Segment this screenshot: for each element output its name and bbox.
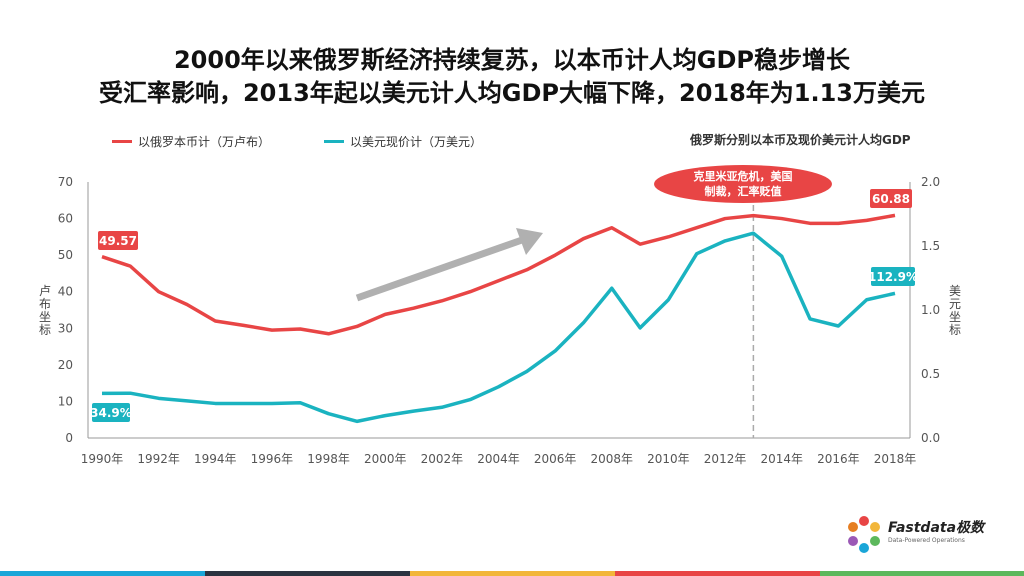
data-label-series1-start-bg xyxy=(98,231,138,250)
left-tick-label: 10 xyxy=(58,394,73,408)
series-line-usd xyxy=(101,231,896,424)
x-tick-label: 2006年 xyxy=(534,452,577,466)
x-tick-label: 2012年 xyxy=(704,452,747,466)
data-label-series1-start: 49.57 xyxy=(99,234,137,248)
x-tick-label: 2014年 xyxy=(760,452,803,466)
x-tick-label: 2000年 xyxy=(364,452,407,466)
logo-flower-icon xyxy=(848,516,880,553)
annotation-bubble xyxy=(654,165,832,203)
bottom-bar-segment xyxy=(820,571,1024,576)
bottom-bar-segment xyxy=(410,571,615,576)
right-tick-label: 2.0 xyxy=(921,175,940,189)
trend-arrow-shaft xyxy=(355,236,524,302)
left-tick-label: 60 xyxy=(58,212,73,226)
legend-label-series2: 以美元现价计（万美元） xyxy=(350,135,483,149)
annotation-line1: 克里米亚危机，美国 xyxy=(694,169,793,183)
bottom-color-bar xyxy=(0,571,1024,576)
x-tick-label: 2004年 xyxy=(477,452,520,466)
logo-name: Fastdata极数 xyxy=(888,520,985,536)
x-tick-label: 1990年 xyxy=(81,452,124,466)
logo-tagline: Data-Powered Operations xyxy=(888,537,965,544)
x-tick-label: 1992年 xyxy=(137,452,180,466)
legend-item-series1: 以俄罗本币计（万卢布） xyxy=(112,133,270,150)
x-tick-label: 2002年 xyxy=(421,452,464,466)
x-tick-label: 1996年 xyxy=(251,452,294,466)
data-label-series2-start-bg xyxy=(92,403,130,422)
bottom-bar-segment xyxy=(205,571,410,576)
right-tick-label: 0.5 xyxy=(921,367,940,381)
right-axis-title: 美元坐标 xyxy=(948,284,961,337)
left-tick-label: 30 xyxy=(58,321,73,335)
x-tick-label: 1998年 xyxy=(307,452,350,466)
x-tick-label: 2016年 xyxy=(817,452,860,466)
legend-swatch-series1 xyxy=(112,140,132,143)
left-tick-label: 50 xyxy=(58,248,73,262)
data-label-series1-end: 60.88 xyxy=(872,192,910,206)
legend-label-series1: 以俄罗本币计（万卢布） xyxy=(138,135,271,149)
page-title-line1: 2000年以来俄罗斯经济持续复苏，以本币计人均GDP稳步增长 xyxy=(173,46,850,74)
chart-title: 俄罗斯分别以本币及现价美元计人均GDP xyxy=(690,133,911,147)
right-tick-label: 1.0 xyxy=(921,303,940,317)
left-tick-label: 20 xyxy=(58,358,73,372)
left-tick-label: 0 xyxy=(65,431,73,445)
annotation-line2: 制裁，汇率贬值 xyxy=(705,184,782,198)
title-block: 2000年以来俄罗斯经济持续复苏，以本币计人均GDP稳步增长 受汇率影响，201… xyxy=(0,44,1024,110)
series-line-local-currency xyxy=(101,213,896,336)
data-label-series1-end-bg xyxy=(870,189,912,208)
legend-item-series2: 以美元现价计（万美元） xyxy=(324,133,482,150)
trend-arrow-head xyxy=(516,228,543,255)
right-tick-label: 1.5 xyxy=(921,239,940,253)
x-tick-label: 2008年 xyxy=(591,452,634,466)
x-tick-label: 2010年 xyxy=(647,452,690,466)
right-tick-label: 0.0 xyxy=(921,431,940,445)
bottom-bar-segment xyxy=(615,571,820,576)
page-title-line2: 受汇率影响，2013年起以美元计人均GDP大幅下降，2018年为1.13万美元 xyxy=(98,79,926,107)
data-label-series2-end-bg xyxy=(871,267,915,286)
logo: Fastdata极数 Data-Powered Operations xyxy=(842,513,1002,557)
x-tick-label: 1994年 xyxy=(194,452,237,466)
data-label-series2-end: 112.9% xyxy=(868,270,918,284)
x-tick-label: 2018年 xyxy=(874,452,917,466)
left-tick-label: 40 xyxy=(58,285,73,299)
legend-swatch-series2 xyxy=(324,140,344,143)
bottom-bar-segment xyxy=(0,571,205,576)
left-axis-title: 卢布坐标 xyxy=(38,284,51,337)
data-label-series2-start: 34.9% xyxy=(90,406,132,420)
left-tick-label: 70 xyxy=(58,175,73,189)
